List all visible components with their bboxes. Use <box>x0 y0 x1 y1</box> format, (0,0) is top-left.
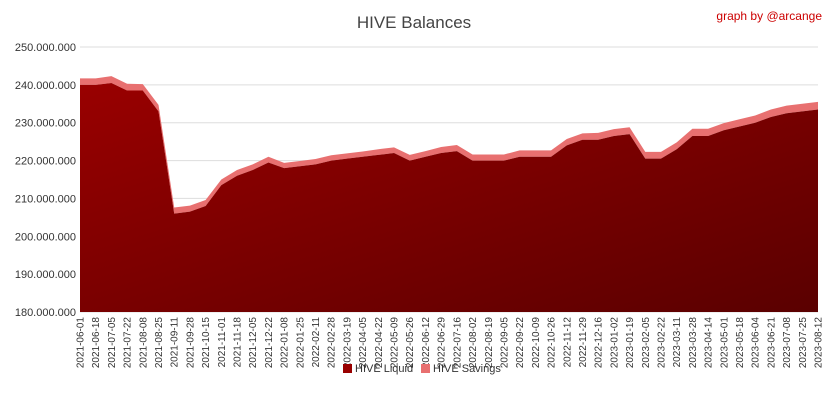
x-tick-label: 2022-03-19 <box>342 317 353 369</box>
x-tick-label: 2023-08-12 <box>814 317 825 369</box>
y-tick-label: 240.000.000 <box>15 80 76 92</box>
series-areas <box>80 76 818 312</box>
x-tick-label: 2023-02-05 <box>641 317 652 369</box>
x-tick-label: 2022-11-12 <box>562 317 573 368</box>
x-tick-label: 2021-09-28 <box>185 317 196 369</box>
x-tick-label: 2021-07-22 <box>123 317 134 369</box>
x-tick-label: 2022-04-22 <box>374 317 385 369</box>
y-tick-label: 220.000.000 <box>15 156 76 168</box>
x-tick-label: 2023-06-21 <box>766 317 777 369</box>
x-tick-label: 2023-01-19 <box>625 317 636 369</box>
legend-swatch-hive-savings <box>421 364 430 373</box>
x-tick-label: 2023-06-04 <box>751 317 762 369</box>
x-tick-label: 2023-05-18 <box>735 317 746 369</box>
legend-label-hive-savings: HIVE Savings <box>433 363 501 375</box>
y-tick-label: 230.000.000 <box>15 118 76 130</box>
y-tick-label: 200.000.000 <box>15 231 76 243</box>
legend-swatch-hive-liquid <box>343 364 352 373</box>
y-tick-label: 250.000.000 <box>15 42 76 54</box>
x-tick-label: 2021-11-01 <box>217 317 228 368</box>
x-tick-label: 2022-10-26 <box>547 317 558 369</box>
x-tick-label: 2022-08-02 <box>468 317 479 369</box>
x-tick-label: 2021-07-05 <box>107 317 118 369</box>
y-axis: 180.000.000 190.000.000 200.000.000 210.000… <box>15 42 76 319</box>
x-tick-label: 2022-04-05 <box>358 317 369 369</box>
x-tick-label: 2021-09-11 <box>170 317 181 368</box>
x-tick-label: 2023-03-28 <box>688 317 699 369</box>
x-tick-label: 2022-02-11 <box>311 317 322 368</box>
x-tick-label: 2023-04-14 <box>704 317 715 369</box>
x-tick-label: 2021-12-05 <box>248 317 259 369</box>
x-tick-label: 2023-03-11 <box>672 317 683 368</box>
x-tick-label: 2022-01-08 <box>280 317 291 369</box>
x-tick-label: 2022-08-19 <box>484 317 495 369</box>
x-tick-label: 2022-07-16 <box>452 317 463 369</box>
x-tick-label: 2021-06-18 <box>91 317 102 369</box>
x-axis: 2021-06-01 2021-06-18 2021-07-05 2021-07-22… <box>76 317 825 369</box>
chart-credit: graph by @arcange <box>716 9 822 23</box>
x-tick-label: 2021-11-18 <box>233 317 244 368</box>
x-tick-label: 2023-07-25 <box>798 317 809 369</box>
x-tick-label: 2022-06-12 <box>421 317 432 369</box>
chart-title: HIVE Balances <box>357 13 471 32</box>
legend: HIVE Liquid HIVE Savings <box>343 363 501 375</box>
x-tick-label: 2022-01-25 <box>295 317 306 369</box>
x-tick-label: 2022-11-29 <box>578 317 589 368</box>
x-tick-label: 2022-09-22 <box>515 317 526 369</box>
y-tick-label: 190.000.000 <box>15 269 76 281</box>
x-tick-label: 2022-05-26 <box>405 317 416 369</box>
x-tick-label: 2022-05-09 <box>390 317 401 369</box>
x-tick-label: 2021-10-15 <box>201 317 212 369</box>
x-tick-label: 2021-08-25 <box>154 317 165 369</box>
x-tick-label: 2021-12-22 <box>264 317 275 369</box>
y-tick-label: 210.000.000 <box>15 193 76 205</box>
legend-label-hive-liquid: HIVE Liquid <box>355 363 413 375</box>
x-tick-label: 2023-07-08 <box>782 317 793 369</box>
x-tick-label: 2023-05-01 <box>719 317 730 369</box>
x-tick-label: 2022-06-29 <box>437 317 448 369</box>
x-tick-label: 2021-06-01 <box>76 317 87 369</box>
x-tick-label: 2022-12-16 <box>594 317 605 369</box>
area-hive-liquid <box>80 82 818 312</box>
x-tick-label: 2023-01-02 <box>609 317 620 369</box>
x-tick-label: 2021-08-08 <box>138 317 149 369</box>
x-tick-label: 2022-02-28 <box>327 317 338 369</box>
x-tick-label: 2023-02-22 <box>656 317 667 369</box>
x-tick-label: 2022-09-05 <box>499 317 510 369</box>
y-tick-label: 180.000.000 <box>15 307 76 319</box>
x-tick-label: 2022-10-09 <box>531 317 542 369</box>
